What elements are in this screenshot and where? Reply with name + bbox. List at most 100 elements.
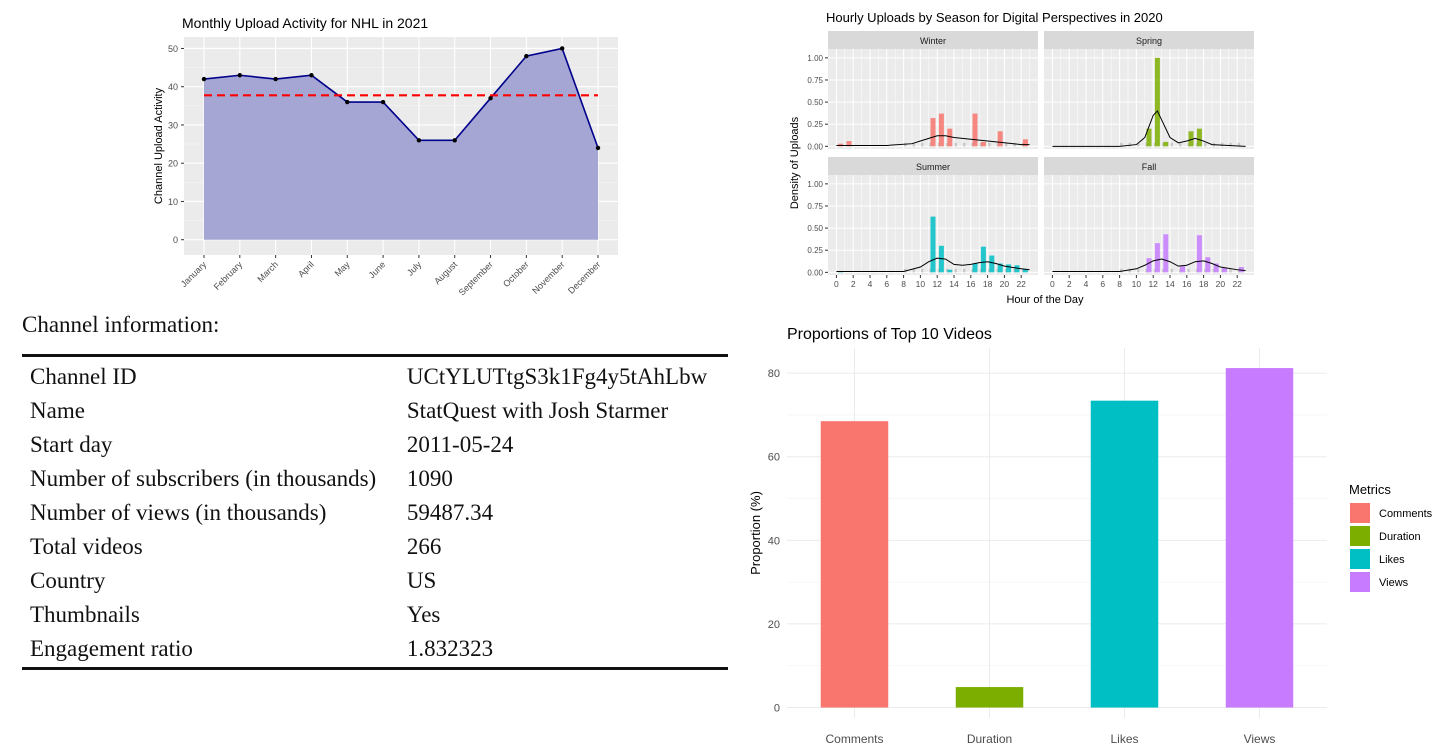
facet-label: Summer: [916, 162, 950, 172]
x-tick-label: October: [501, 259, 531, 289]
hour-bar-faint: [1178, 142, 1182, 147]
density-curve: [1052, 110, 1246, 147]
density-curve: [836, 257, 1030, 272]
x-tick-label: April: [296, 259, 316, 279]
x-tick-label: 8: [1117, 279, 1122, 289]
bar-comments: [820, 421, 889, 708]
hour-bar-faint: [1120, 142, 1123, 147]
facet-strip: [828, 31, 1038, 49]
info-row: Channel ID UCtYLUTtgS3k1Fg4y5tAhLbw: [22, 356, 728, 395]
facet-panel-spring: Spring: [1044, 31, 1254, 149]
y-axis-label: Density of Uploads: [789, 116, 801, 209]
x-tick-label: 12: [932, 279, 942, 289]
y-tick-label: 30: [168, 120, 178, 130]
x-tick-label: Views: [1244, 732, 1276, 746]
hour-bar-faint: [1136, 142, 1140, 147]
x-tick-label: 12: [1148, 279, 1158, 289]
info-row: Number of subscribers (in thousands) 1090: [22, 462, 728, 496]
info-row: Start day 2011-05-24: [22, 428, 728, 462]
facet-panel-summer: Summer 0.00 0.25 0.50 0.75 1.00 0 2 4 6 8 10 12 14 16 1…: [807, 157, 1038, 289]
y-tick-label: 0.25: [807, 246, 823, 255]
legend-label: Comments: [1379, 508, 1433, 520]
info-label: Start day: [30, 432, 113, 457]
facet-label: Fall: [1142, 162, 1157, 172]
density-curve: [836, 135, 1030, 146]
legend-label: Duration: [1379, 531, 1421, 543]
x-axis-label: Hour of the Day: [1006, 294, 1084, 306]
x-tick-label: September: [457, 259, 495, 297]
info-label: Total videos: [30, 534, 143, 559]
data-point: [273, 76, 278, 82]
density-curve: [1052, 258, 1246, 272]
hour-bar-faint: [912, 142, 915, 147]
info-row: Total videos 266: [22, 530, 728, 564]
data-point: [524, 53, 529, 59]
info-value: UCtYLUTtgS3k1Fg4y5tAhLbw: [406, 364, 708, 389]
hour-bar: [1022, 139, 1028, 147]
bar-views: [1225, 368, 1294, 708]
bar-likes: [1090, 400, 1159, 708]
x-tick-label: 10: [916, 279, 926, 289]
hour-bar: [1014, 265, 1020, 273]
y-tick-label: 60: [768, 452, 780, 464]
x-tick-label: 22: [1016, 279, 1026, 289]
hour-bar-faint: [1170, 142, 1173, 147]
x-tick-label: 2: [851, 279, 856, 289]
y-tick-label: 0.50: [807, 98, 823, 107]
hour-bar-faint: [1004, 142, 1008, 147]
hour-bar-faint: [1187, 268, 1190, 273]
x-tick-label: 4: [868, 279, 873, 289]
hour-bar: [972, 263, 978, 273]
hour-bar-faint: [1136, 268, 1140, 273]
hour-bar-faint: [920, 268, 924, 273]
x-tick-label: 6: [1100, 279, 1105, 289]
x-tick-label: 22: [1232, 279, 1242, 289]
info-value: 59487.34: [406, 500, 494, 525]
data-point: [595, 145, 601, 151]
facet-panel-fall: Fall 0 2 4 6 8 10 12 14 16 18 20 22: [1044, 157, 1254, 289]
hour-bar-faint: [912, 268, 915, 273]
info-value: 1090: [406, 466, 453, 491]
y-tick-label: 80: [768, 368, 780, 380]
data-point: [237, 73, 243, 78]
hour-bar-faint: [1237, 142, 1241, 147]
hour-bar: [980, 141, 986, 147]
facet-strip: [1044, 31, 1254, 49]
hour-bar: [1213, 263, 1219, 273]
bar-duration: [955, 687, 1024, 708]
chart-title: Hourly Uploads by Season for Digital Per…: [826, 10, 1163, 25]
chart-title: Monthly Upload Activity for NHL in 2021: [182, 15, 428, 31]
hour-bar-faint: [1229, 142, 1232, 147]
info-label: Name: [30, 398, 85, 423]
hour-bar: [980, 246, 986, 273]
chart-title: Proportions of Top 10 Videos: [787, 326, 992, 343]
info-row: Engagement ratio 1.832323: [22, 632, 728, 669]
hour-bar-faint: [1013, 142, 1016, 147]
x-tick-label: Likes: [1110, 732, 1138, 746]
data-point: [201, 76, 207, 82]
y-tick-label: 40: [768, 535, 780, 547]
hour-bar: [1154, 57, 1160, 147]
hour-bar: [1196, 128, 1202, 147]
legend-label: Likes: [1379, 554, 1405, 566]
facet-label: Winter: [920, 36, 946, 46]
hour-bar-faint: [988, 142, 991, 147]
x-tick-label: Comments: [825, 732, 883, 746]
y-axis-label: Channel Upload Activity: [153, 87, 165, 204]
y-tick-label: 0: [774, 703, 780, 715]
x-tick-label: 16: [966, 279, 976, 289]
hour-bar: [1146, 258, 1152, 273]
info-value: StatQuest with Josh Starmer: [406, 398, 669, 423]
hour-bar: [1180, 266, 1186, 273]
info-label: Number of subscribers (in thousands): [30, 466, 377, 491]
hour-bar: [972, 113, 978, 147]
x-tick-label: 18: [1199, 279, 1209, 289]
x-tick-label: December: [566, 259, 602, 295]
y-tick-label: 1.00: [807, 180, 823, 189]
info-value: 1.832323: [406, 636, 494, 661]
data-point: [309, 73, 314, 78]
hour-bar-faint: [1170, 268, 1173, 273]
y-tick-label: 20: [768, 619, 780, 631]
data-point: [488, 95, 493, 101]
x-tick-label: 20: [1000, 279, 1010, 289]
